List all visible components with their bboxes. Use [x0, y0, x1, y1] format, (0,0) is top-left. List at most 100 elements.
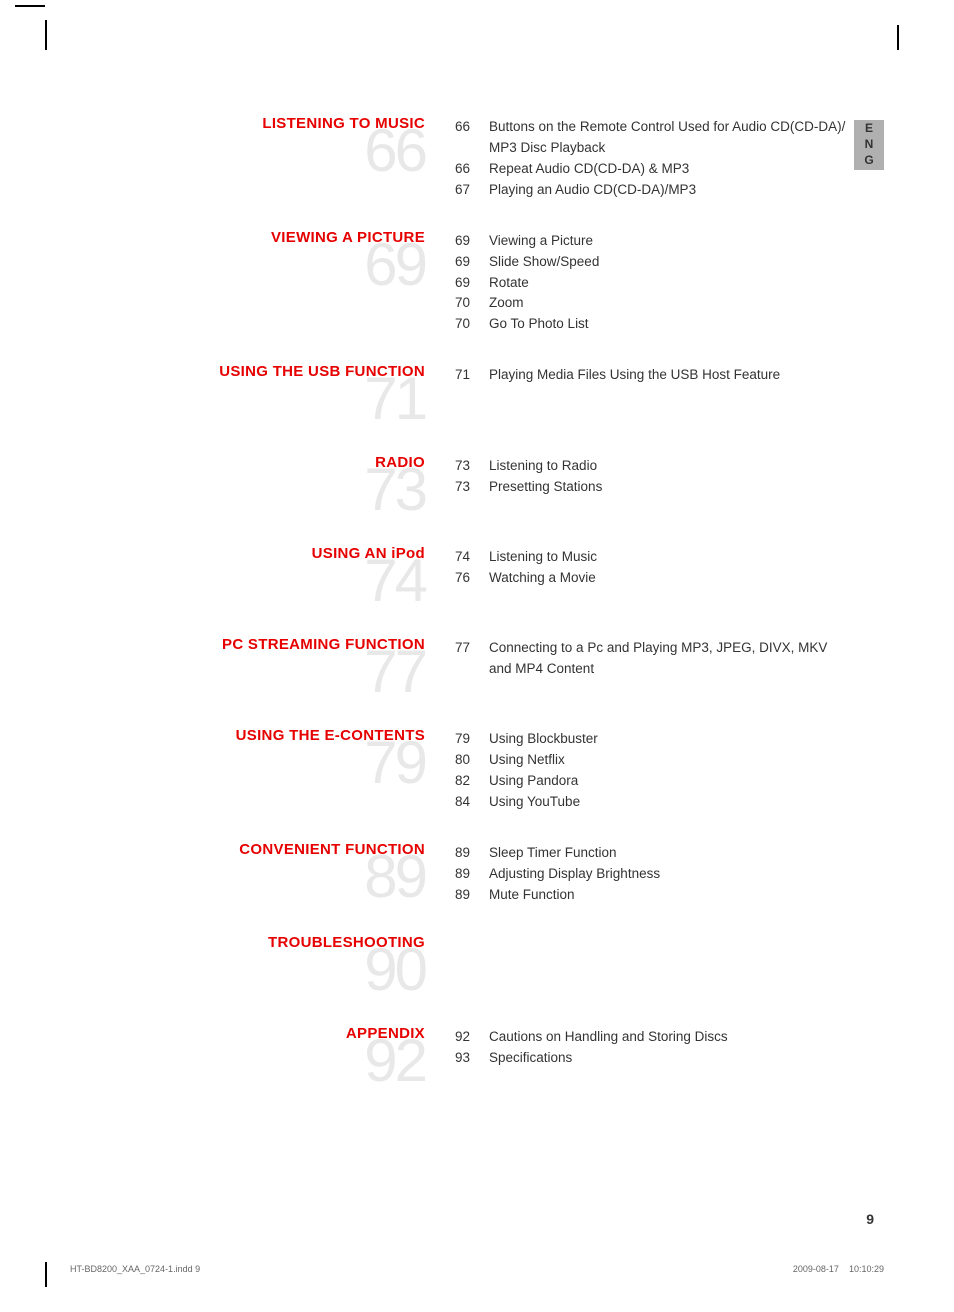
toc-entry: 69Rotate [455, 273, 850, 294]
entry-text: Using Netflix [489, 750, 850, 771]
toc-entry: 74Listening to Music [455, 547, 850, 568]
entry-page: 69 [455, 273, 489, 294]
section-header: LISTENING TO MUSIC66 [200, 115, 455, 201]
section-header: USING AN iPod74 [200, 545, 455, 608]
entry-text: Watching a Movie [489, 568, 850, 589]
entry-page: 66 [455, 159, 489, 180]
entry-text: Listening to Radio [489, 456, 850, 477]
entry-text: Repeat Audio CD(CD-DA) & MP3 [489, 159, 850, 180]
toc-entry: 80Using Netflix [455, 750, 850, 771]
entry-text: Playing an Audio CD(CD-DA)/MP3 [489, 180, 850, 201]
section-start-page: 66 [200, 124, 425, 178]
toc-entry: 70Go To Photo List [455, 314, 850, 335]
section-start-page: 69 [200, 238, 425, 292]
language-tab: ENG [854, 120, 884, 170]
section-start-page: 90 [200, 943, 425, 997]
section-entries: 74Listening to Music76Watching a Movie [455, 545, 850, 608]
section-header: VIEWING A PICTURE69 [200, 229, 455, 336]
footer-time: 10:10:29 [849, 1264, 884, 1274]
table-of-contents: LISTENING TO MUSIC6666Buttons on the Rem… [200, 115, 850, 1116]
toc-entry: 70Zoom [455, 293, 850, 314]
footer-date: 2009-08-17 [793, 1264, 839, 1274]
entry-page: 70 [455, 314, 489, 335]
section-entries: 73Listening to Radio73Presetting Station… [455, 454, 850, 517]
entry-text: Presetting Stations [489, 477, 850, 498]
section-start-page: 79 [200, 736, 425, 790]
entry-page: 89 [455, 843, 489, 864]
entry-page: 73 [455, 477, 489, 498]
entry-text: Go To Photo List [489, 314, 850, 335]
toc-entry: 89Mute Function [455, 885, 850, 906]
entry-page: 67 [455, 180, 489, 201]
section-start-page: 74 [200, 554, 425, 608]
toc-section: TROUBLESHOOTING90 [200, 934, 850, 997]
toc-section: LISTENING TO MUSIC6666Buttons on the Rem… [200, 115, 850, 201]
section-header: RADIO73 [200, 454, 455, 517]
toc-entry: 73Presetting Stations [455, 477, 850, 498]
entry-page: 76 [455, 568, 489, 589]
entry-page: 73 [455, 456, 489, 477]
entry-page: 77 [455, 638, 489, 680]
section-header: APPENDIX92 [200, 1025, 455, 1088]
entry-page: 82 [455, 771, 489, 792]
entry-page: 69 [455, 231, 489, 252]
page-number: 9 [866, 1211, 874, 1227]
entry-text: Listening to Music [489, 547, 850, 568]
section-entries: 66Buttons on the Remote Control Used for… [455, 115, 850, 201]
toc-section: USING THE E-CONTENTS7979Using Blockbuste… [200, 727, 850, 813]
entry-page: 70 [455, 293, 489, 314]
toc-section: VIEWING A PICTURE6969Viewing a Picture69… [200, 229, 850, 336]
section-header: USING THE E-CONTENTS79 [200, 727, 455, 813]
section-entries [455, 934, 850, 997]
toc-section: CONVENIENT FUNCTION8989Sleep Timer Funct… [200, 841, 850, 906]
toc-entry: 73Listening to Radio [455, 456, 850, 477]
crop-mark [897, 25, 899, 50]
toc-entry: 93Specifications [455, 1048, 850, 1069]
entry-text: Slide Show/Speed [489, 252, 850, 273]
crop-mark [45, 20, 47, 50]
footer-datetime: 2009-08-17 10:10:29 [793, 1264, 884, 1274]
section-start-page: 89 [200, 850, 425, 904]
section-entries: 89Sleep Timer Function89Adjusting Displa… [455, 841, 850, 906]
entry-text: Rotate [489, 273, 850, 294]
section-start-page: 77 [200, 645, 425, 699]
toc-entry: 82Using Pandora [455, 771, 850, 792]
toc-section: APPENDIX9292Cautions on Handling and Sto… [200, 1025, 850, 1088]
entry-text: Zoom [489, 293, 850, 314]
toc-entry: 69Viewing a Picture [455, 231, 850, 252]
toc-entry: 79Using Blockbuster [455, 729, 850, 750]
section-entries: 71Playing Media Files Using the USB Host… [455, 363, 850, 426]
entry-text: Sleep Timer Function [489, 843, 850, 864]
toc-entry: 67Playing an Audio CD(CD-DA)/MP3 [455, 180, 850, 201]
entry-page: 74 [455, 547, 489, 568]
section-start-page: 71 [200, 372, 425, 426]
toc-section: RADIO7373Listening to Radio73Presetting … [200, 454, 850, 517]
footer-filename: HT-BD8200_XAA_0724-1.indd 9 [70, 1264, 200, 1274]
toc-entry: 71Playing Media Files Using the USB Host… [455, 365, 850, 386]
entry-page: 71 [455, 365, 489, 386]
toc-entry: 69Slide Show/Speed [455, 252, 850, 273]
language-label: ENG [862, 121, 876, 169]
entry-text: Cautions on Handling and Storing Discs [489, 1027, 850, 1048]
entry-page: 89 [455, 885, 489, 906]
section-entries: 69Viewing a Picture69Slide Show/Speed69R… [455, 229, 850, 336]
section-header: CONVENIENT FUNCTION89 [200, 841, 455, 906]
entry-text: Adjusting Display Brightness [489, 864, 850, 885]
toc-section: USING THE USB FUNCTION7171Playing Media … [200, 363, 850, 426]
entry-text: Playing Media Files Using the USB Host F… [489, 365, 850, 386]
entry-text: Mute Function [489, 885, 850, 906]
entry-text: Using YouTube [489, 792, 850, 813]
section-entries: 77Connecting to a Pc and Playing MP3, JP… [455, 636, 850, 699]
entry-text: Using Pandora [489, 771, 850, 792]
toc-entry: 92Cautions on Handling and Storing Discs [455, 1027, 850, 1048]
section-start-page: 73 [200, 463, 425, 517]
section-start-page: 92 [200, 1034, 425, 1088]
toc-section: PC STREAMING FUNCTION7777Connecting to a… [200, 636, 850, 699]
entry-page: 66 [455, 117, 489, 159]
entry-page: 89 [455, 864, 489, 885]
toc-entry: 66Repeat Audio CD(CD-DA) & MP3 [455, 159, 850, 180]
section-entries: 92Cautions on Handling and Storing Discs… [455, 1025, 850, 1088]
entry-text: Buttons on the Remote Control Used for A… [489, 117, 850, 159]
toc-entry: 77Connecting to a Pc and Playing MP3, JP… [455, 638, 850, 680]
toc-entry: 76Watching a Movie [455, 568, 850, 589]
